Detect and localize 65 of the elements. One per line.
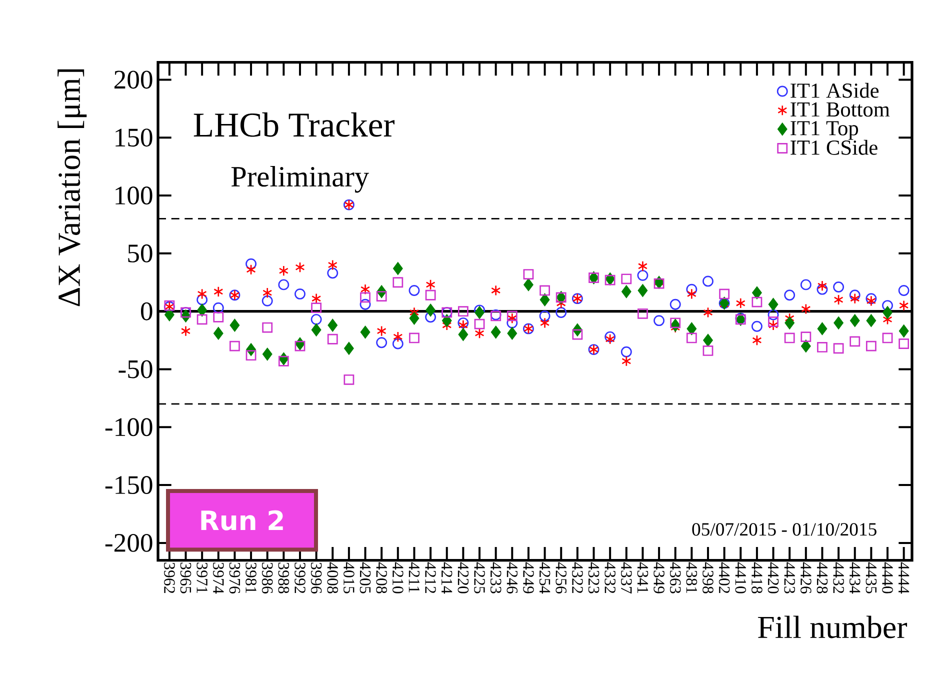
annotation: LHCb Tracker bbox=[194, 112, 394, 137]
x-tick-label: 4381 bbox=[686, 562, 698, 593]
x-tick-label: 4211 bbox=[408, 562, 420, 592]
x-tick-label: 4432 bbox=[833, 562, 844, 594]
y-tick-label: -100 bbox=[105, 418, 152, 436]
y-tick-label: -150 bbox=[105, 476, 152, 494]
x-tick-label: 4008 bbox=[327, 562, 338, 594]
x-tick-label: 4332 bbox=[604, 562, 616, 594]
x-tick-label: 4402 bbox=[718, 562, 730, 594]
x-tick-label: 4363 bbox=[670, 562, 681, 594]
x-tick-label: 3992 bbox=[294, 562, 306, 594]
x-tick-label: 3974 bbox=[213, 562, 224, 594]
x-tick-label: 3962 bbox=[164, 562, 175, 594]
x-tick-label: 4220 bbox=[458, 562, 469, 594]
y-tick-label: 0 bbox=[140, 302, 152, 320]
x-tick-label: 4249 bbox=[523, 562, 534, 594]
x-tick-label: 3988 bbox=[278, 562, 290, 594]
y-tick-label: 200 bbox=[114, 70, 152, 89]
x-tick-label: 4256 bbox=[556, 562, 566, 594]
x-tick-label: 3976 bbox=[229, 562, 240, 594]
x-tick-label: 4435 bbox=[866, 562, 877, 594]
x-tick-label: 4337 bbox=[621, 562, 632, 594]
x-tick-label: 4015 bbox=[344, 562, 354, 594]
x-tick-label: 3965 bbox=[180, 562, 192, 594]
x-tick-label: 4322 bbox=[572, 562, 583, 594]
x-tick-label: 4214 bbox=[442, 562, 452, 594]
x-axis-title: Fill number bbox=[758, 616, 908, 638]
y-axis-title: ΔX Variation [μm] bbox=[58, 69, 87, 306]
annotation: Preliminary bbox=[231, 166, 369, 193]
x-tick-label: 4254 bbox=[539, 562, 550, 594]
annotation: Run 2 bbox=[201, 510, 283, 530]
x-tick-label: 4225 bbox=[474, 562, 485, 594]
x-tick-label: 3986 bbox=[262, 562, 273, 594]
y-tick-label: 100 bbox=[116, 186, 152, 205]
x-tick-label: 4426 bbox=[800, 562, 812, 594]
x-tick-label: 4210 bbox=[392, 562, 404, 594]
x-tick-label: 4410 bbox=[735, 562, 746, 594]
x-tick-label: 3996 bbox=[310, 562, 322, 594]
x-tick-label: 4208 bbox=[376, 562, 387, 594]
legend-label: IT1 Bottom bbox=[790, 102, 890, 117]
x-tick-label: 4398 bbox=[702, 562, 714, 594]
x-tick-label: 4418 bbox=[752, 562, 762, 594]
x-tick-label: 4212 bbox=[425, 562, 436, 594]
x-tick-label: 4349 bbox=[654, 562, 664, 594]
y-tick-label: 150 bbox=[116, 128, 152, 147]
x-tick-label: 4233 bbox=[490, 562, 502, 594]
x-tick-label: 3981 bbox=[246, 562, 256, 593]
y-tick-label: 50 bbox=[128, 244, 152, 262]
legend-label: IT1 Top bbox=[790, 121, 858, 140]
legend-label: IT1 ASide bbox=[790, 82, 879, 98]
legend-label: IT1 CSide bbox=[790, 140, 878, 155]
x-tick-label: 4420 bbox=[768, 562, 779, 594]
annotation: 05/07/2015 - 01/10/2015 bbox=[692, 523, 876, 536]
x-tick-label: 4323 bbox=[588, 562, 600, 594]
x-tick-label: 4434 bbox=[850, 562, 860, 594]
y-tick-label: -50 bbox=[118, 360, 152, 378]
x-tick-label: 3971 bbox=[196, 562, 208, 593]
x-tick-label: 4341 bbox=[637, 562, 648, 593]
x-tick-label: 4444 bbox=[898, 562, 910, 594]
x-tick-label: 4440 bbox=[882, 562, 893, 594]
x-tick-label: 4428 bbox=[816, 562, 828, 594]
x-tick-label: 4423 bbox=[784, 562, 795, 594]
x-tick-label: 4246 bbox=[506, 562, 518, 594]
x-tick-label: 4205 bbox=[360, 562, 371, 594]
y-tick-label: -200 bbox=[105, 534, 152, 552]
